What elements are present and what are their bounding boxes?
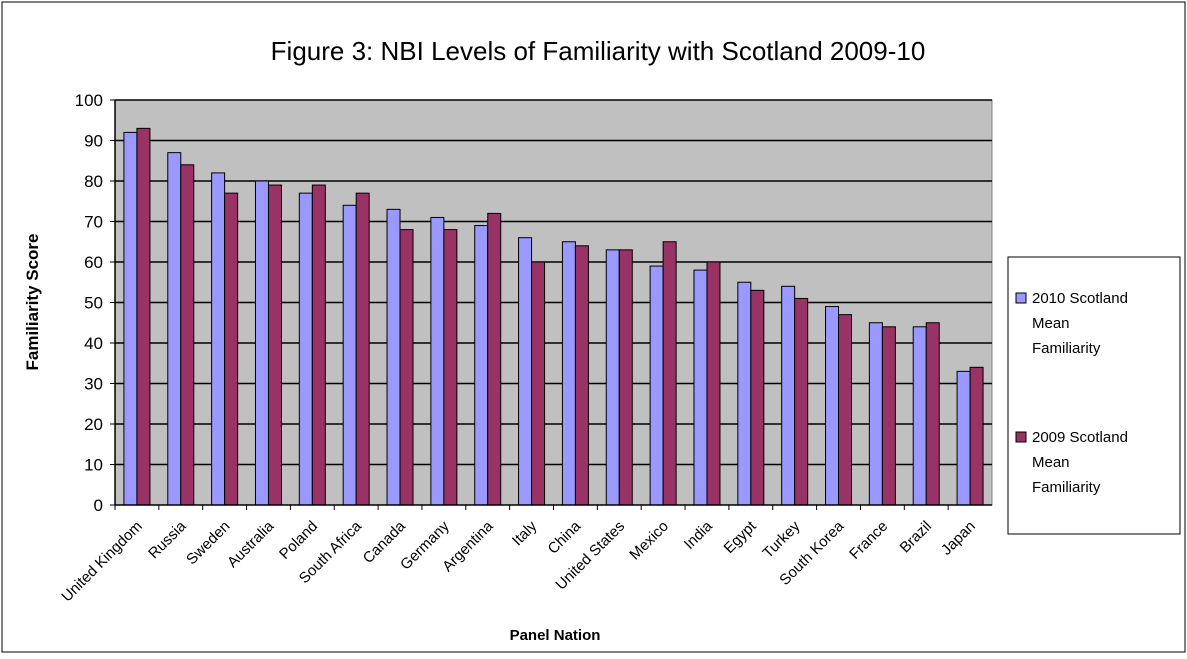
bar-2010	[562, 242, 575, 505]
bar-2009	[488, 213, 501, 505]
y-tick-label: 80	[84, 172, 103, 191]
bar-2009	[137, 128, 150, 505]
x-axis-title: Panel Nation	[510, 627, 601, 644]
bar-2010	[913, 327, 926, 505]
bar-2009	[795, 298, 808, 505]
y-tick-label: 70	[84, 213, 103, 232]
bar-2009	[839, 315, 852, 505]
bar-2009	[663, 242, 676, 505]
bar-2009	[444, 230, 457, 505]
bar-2010	[124, 132, 137, 505]
legend-swatch-2009	[1016, 432, 1026, 442]
bar-2009	[707, 262, 720, 505]
bar-2009	[532, 262, 545, 505]
bar-2009	[312, 185, 325, 505]
y-tick-label: 10	[84, 456, 103, 475]
legend-label-2010-line1: 2010 Scotland	[1032, 290, 1128, 307]
bar-2009	[970, 367, 983, 505]
bar-2010	[519, 238, 532, 505]
legend-label-2009-line3: Familiarity	[1032, 479, 1101, 496]
bar-2009	[751, 290, 764, 505]
legend-label-2009-line2: Mean	[1032, 454, 1070, 471]
bar-2009	[619, 250, 632, 505]
bar-2010	[343, 205, 356, 505]
bar-2009	[225, 193, 238, 505]
bar-2010	[738, 282, 751, 505]
bar-2010	[212, 173, 225, 505]
bar-2010	[650, 266, 663, 505]
legend-label-2009-line1: 2009 Scotland	[1032, 429, 1128, 446]
bar-2010	[826, 307, 839, 505]
y-tick-label: 40	[84, 334, 103, 353]
bar-2009	[575, 246, 588, 505]
bar-2009	[400, 230, 413, 505]
bar-2010	[606, 250, 619, 505]
bar-2010	[782, 286, 795, 505]
y-tick-label: 20	[84, 415, 103, 434]
y-tick-label: 30	[84, 375, 103, 394]
chart-title: Figure 3: NBI Levels of Familiarity with…	[271, 36, 926, 66]
legend-label-2010-line3: Familiarity	[1032, 340, 1101, 357]
y-tick-label: 100	[75, 91, 103, 110]
y-axis-title: Familiarity Score	[23, 233, 42, 370]
bar-2010	[387, 209, 400, 505]
bar-2010	[475, 226, 488, 505]
y-tick-label: 60	[84, 253, 103, 272]
bar-2009	[268, 185, 281, 505]
bar-2010	[957, 371, 970, 505]
bar-2009	[356, 193, 369, 505]
bar-2009	[181, 165, 194, 505]
bar-2010	[168, 153, 181, 505]
bar-2010	[255, 181, 268, 505]
bar-2009	[926, 323, 939, 505]
legend-swatch-2010	[1016, 293, 1026, 303]
y-tick-label: 90	[84, 132, 103, 151]
bar-2010	[694, 270, 707, 505]
bar-2010	[431, 217, 444, 505]
bar-2010	[869, 323, 882, 505]
bar-2009	[882, 327, 895, 505]
legend: 2010 Scotland Mean Familiarity 2009 Scot…	[1008, 257, 1180, 534]
bar-2010	[299, 193, 312, 505]
y-tick-label: 0	[94, 496, 103, 515]
legend-label-2010-line2: Mean	[1032, 315, 1070, 332]
y-tick-label: 50	[84, 294, 103, 313]
